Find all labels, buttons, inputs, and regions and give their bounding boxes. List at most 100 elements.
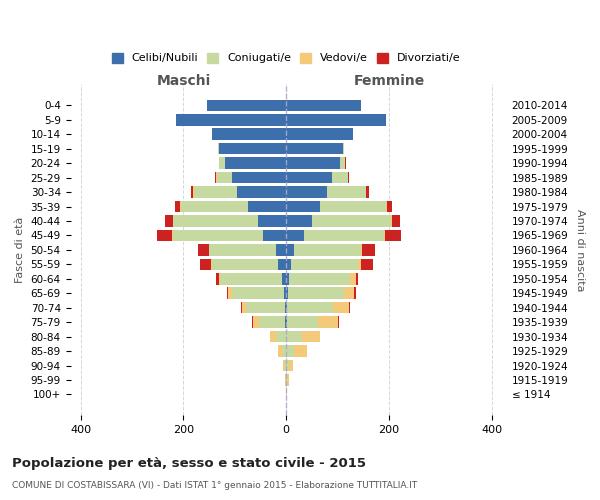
Bar	[286, 302, 287, 314]
Bar	[286, 172, 332, 184]
Bar	[276, 244, 286, 256]
Bar	[199, 244, 209, 256]
Text: Maschi: Maschi	[157, 74, 211, 88]
Bar	[286, 230, 304, 241]
Bar	[206, 100, 286, 111]
Bar	[282, 273, 286, 284]
Bar	[228, 288, 232, 299]
Bar	[334, 302, 349, 314]
Bar	[349, 302, 350, 314]
Bar	[263, 230, 286, 241]
Bar	[200, 258, 211, 270]
Bar	[320, 200, 386, 212]
Bar	[385, 230, 401, 241]
Bar	[282, 346, 286, 357]
Bar	[241, 302, 242, 314]
Bar	[286, 346, 294, 357]
Bar	[355, 288, 356, 299]
Bar	[232, 172, 286, 184]
Bar	[284, 288, 286, 299]
Bar	[176, 114, 286, 126]
Bar	[287, 374, 289, 386]
Bar	[173, 230, 263, 241]
Bar	[276, 331, 286, 342]
Bar	[286, 186, 327, 198]
Bar	[332, 172, 348, 184]
Bar	[361, 244, 362, 256]
Bar	[288, 288, 344, 299]
Bar	[286, 143, 343, 154]
Text: COMUNE DI COSTABISSARA (VI) - Dati ISTAT 1° gennaio 2015 - Elaborazione TUTTITAL: COMUNE DI COSTABISSARA (VI) - Dati ISTAT…	[12, 481, 417, 490]
Bar	[220, 143, 286, 154]
Bar	[175, 200, 181, 212]
Bar	[286, 244, 294, 256]
Text: Popolazione per età, sesso e stato civile - 2015: Popolazione per età, sesso e stato civil…	[12, 457, 366, 470]
Bar	[366, 186, 369, 198]
Bar	[209, 244, 276, 256]
Bar	[302, 331, 320, 342]
Legend: Celibi/Nubili, Coniugati/e, Vedovi/e, Divorziati/e: Celibi/Nubili, Coniugati/e, Vedovi/e, Di…	[106, 47, 466, 69]
Bar	[224, 158, 286, 169]
Bar	[343, 143, 344, 154]
Bar	[387, 200, 392, 212]
Bar	[286, 100, 361, 111]
Bar	[286, 374, 287, 386]
Bar	[173, 215, 258, 227]
Bar	[289, 360, 293, 372]
Bar	[286, 128, 353, 140]
Bar	[246, 302, 284, 314]
Bar	[304, 230, 384, 241]
Bar	[283, 360, 284, 372]
Bar	[157, 230, 172, 241]
Bar	[287, 316, 317, 328]
Bar	[248, 200, 286, 212]
Bar	[286, 258, 292, 270]
Bar	[362, 244, 375, 256]
Bar	[278, 346, 282, 357]
Bar	[312, 215, 391, 227]
Bar	[165, 215, 173, 227]
Bar	[278, 258, 286, 270]
Bar	[356, 273, 358, 284]
Bar	[338, 316, 339, 328]
Y-axis label: Fasce di età: Fasce di età	[15, 216, 25, 283]
Bar	[358, 258, 361, 270]
Bar	[391, 215, 392, 227]
Bar	[289, 273, 350, 284]
Bar	[194, 186, 238, 198]
Bar	[218, 143, 220, 154]
Bar	[286, 200, 320, 212]
Bar	[284, 302, 286, 314]
Bar	[344, 288, 355, 299]
Bar	[361, 258, 373, 270]
Bar	[258, 215, 286, 227]
Bar	[384, 230, 385, 241]
Bar	[217, 172, 232, 184]
Bar	[294, 346, 307, 357]
Bar	[220, 158, 224, 169]
Bar	[212, 258, 278, 270]
Bar	[317, 316, 338, 328]
Bar	[286, 273, 289, 284]
Bar	[286, 158, 340, 169]
Text: Femmine: Femmine	[353, 74, 425, 88]
Bar	[286, 114, 386, 126]
Bar	[217, 273, 219, 284]
Bar	[212, 128, 286, 140]
Bar	[340, 158, 345, 169]
Bar	[220, 273, 282, 284]
Bar	[284, 360, 286, 372]
Y-axis label: Anni di nascita: Anni di nascita	[575, 208, 585, 291]
Bar	[350, 273, 356, 284]
Bar	[191, 186, 193, 198]
Bar	[259, 316, 285, 328]
Bar	[219, 273, 220, 284]
Bar	[294, 244, 361, 256]
Bar	[348, 172, 349, 184]
Bar	[285, 316, 286, 328]
Bar	[232, 288, 284, 299]
Bar	[286, 215, 312, 227]
Bar	[181, 200, 248, 212]
Bar	[392, 215, 400, 227]
Bar	[286, 288, 288, 299]
